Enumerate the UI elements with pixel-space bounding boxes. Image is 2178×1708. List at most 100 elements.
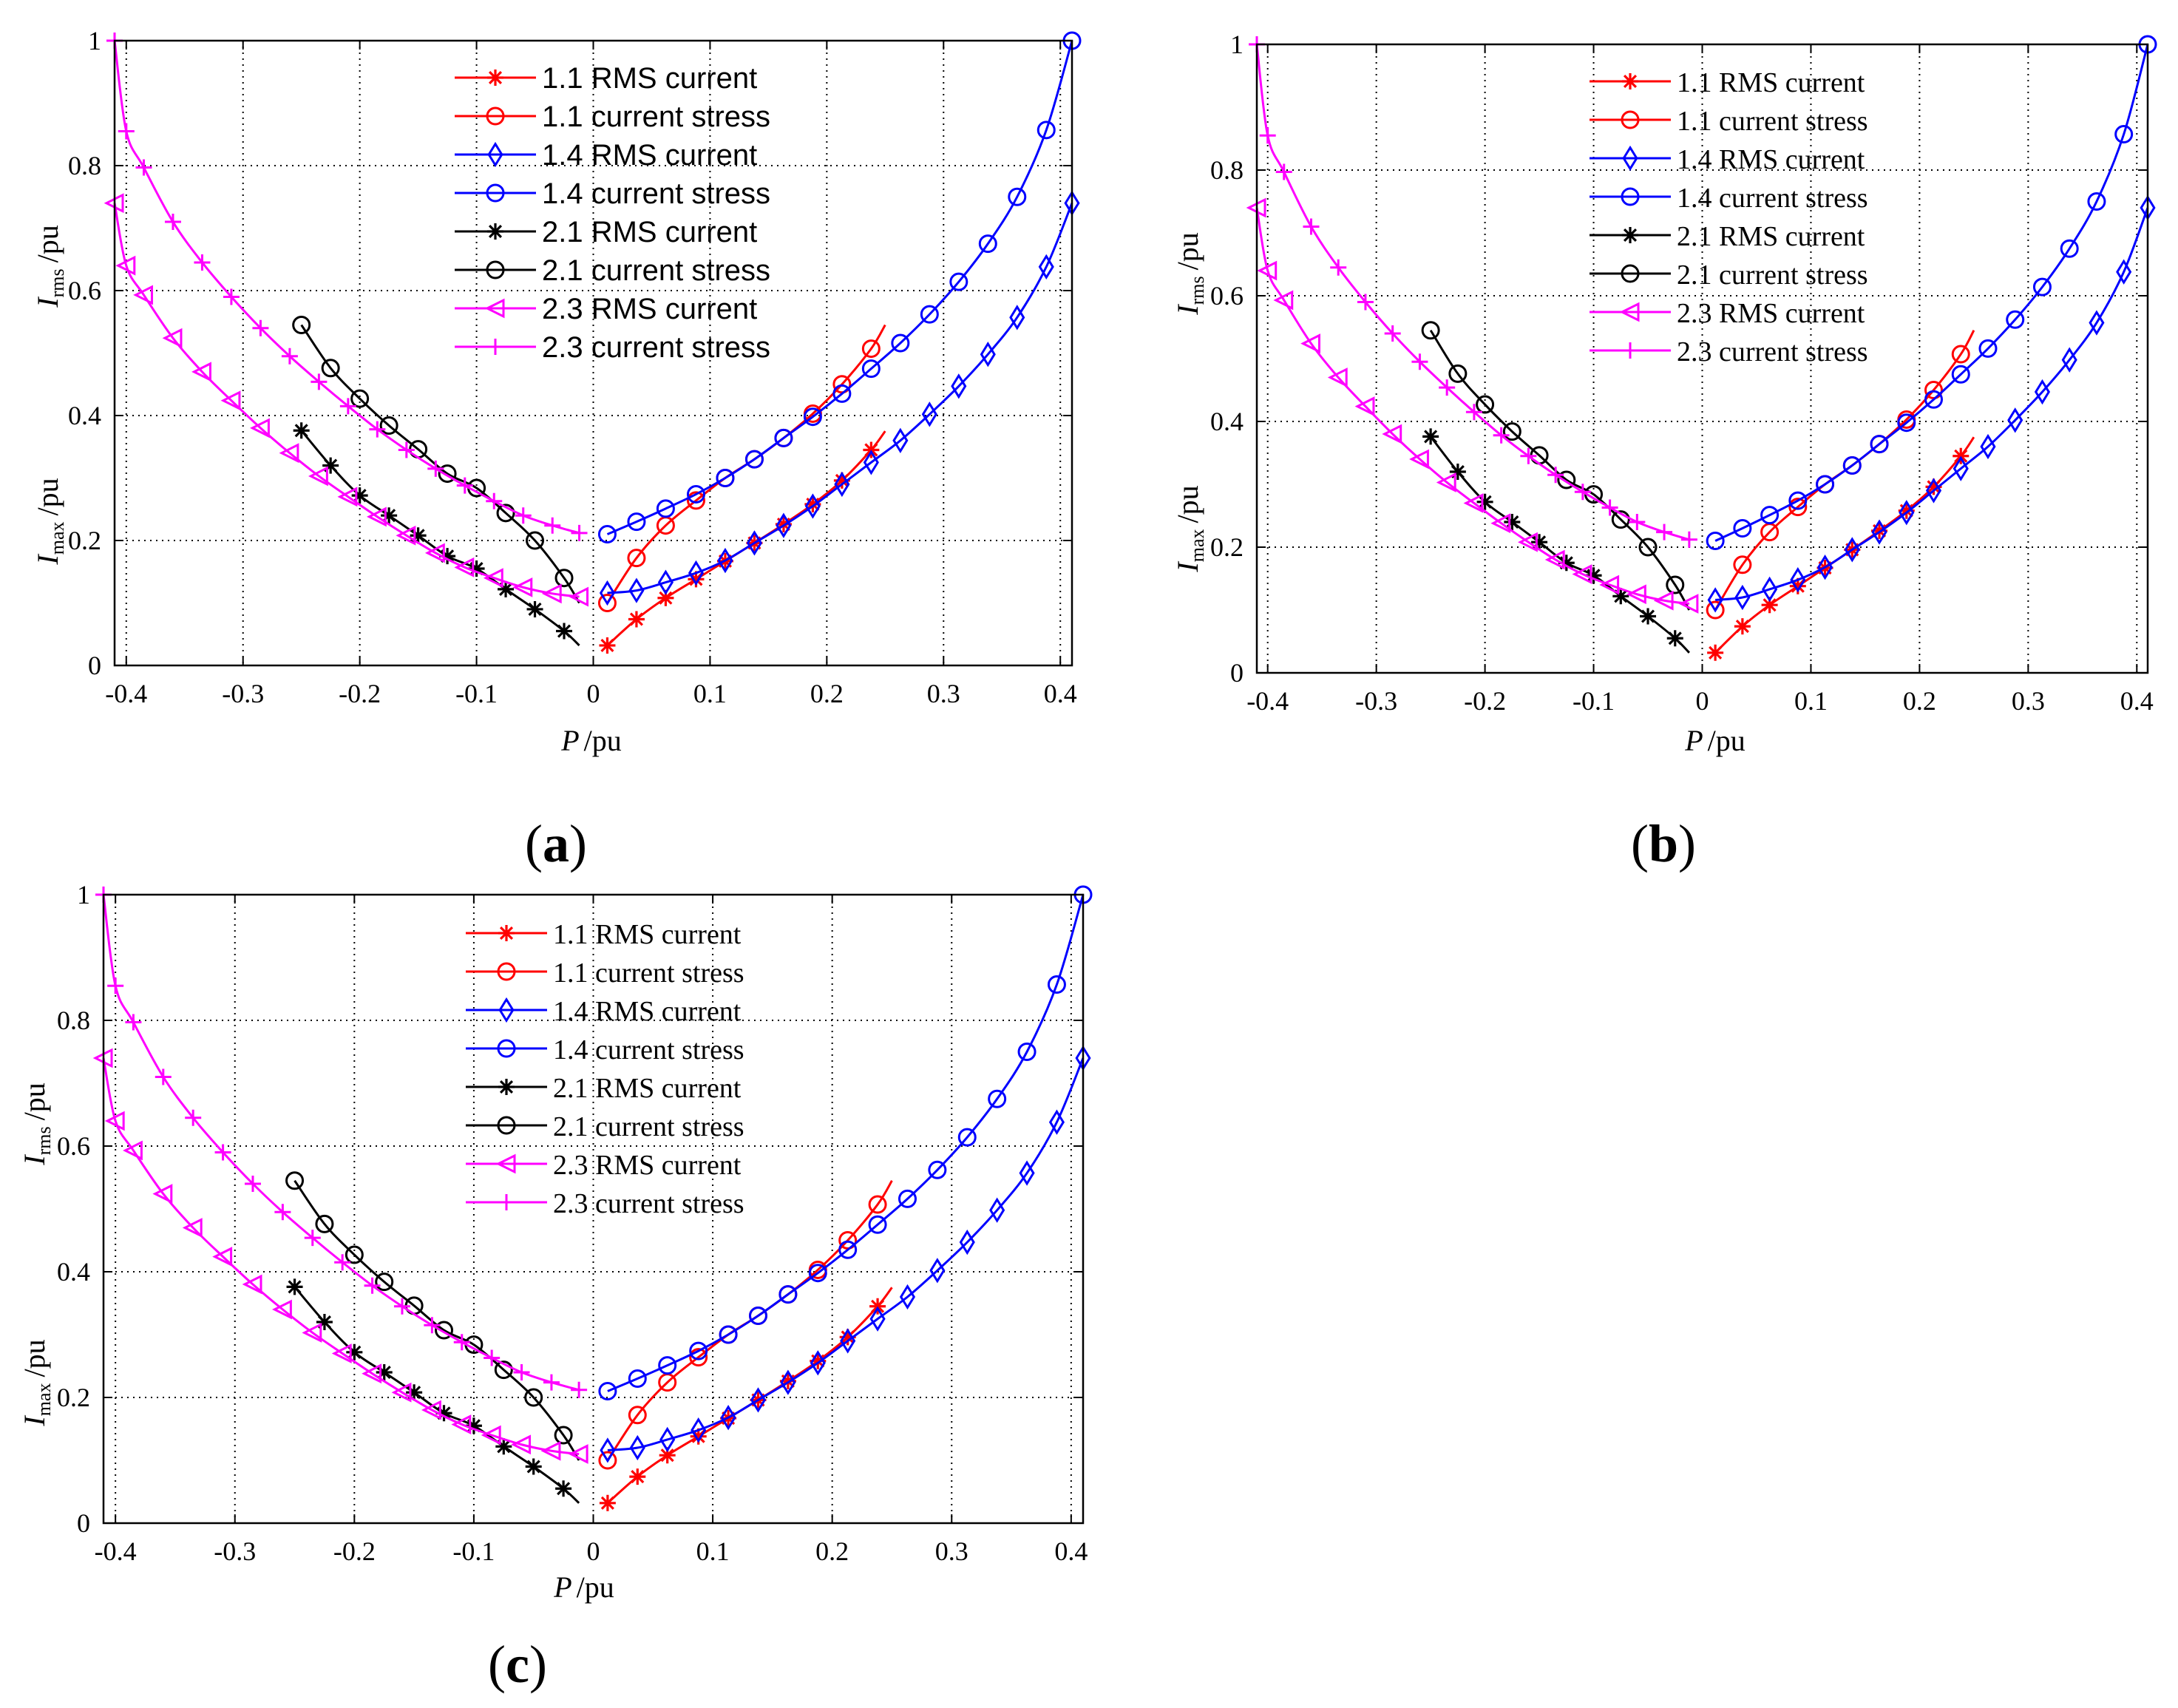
panel-label-open: ( — [1631, 814, 1649, 873]
legend-label: 2.3 current stress — [553, 1188, 744, 1219]
panel-label-close: ) — [1678, 814, 1696, 873]
data-point — [424, 543, 445, 563]
series-2-1-current-stress — [285, 1171, 580, 1461]
series-1-4-rms-current — [1707, 194, 2156, 613]
data-point — [1448, 364, 1468, 383]
data-point — [1017, 1043, 1037, 1061]
data-point — [1733, 555, 1752, 575]
legend-label: 2.3 RMS current — [542, 293, 757, 325]
data-point — [1733, 519, 1752, 538]
data-point — [513, 1364, 530, 1380]
y-axis-title-rms: Irms/pu — [1171, 232, 1208, 315]
data-point — [988, 1089, 1007, 1108]
legend-label: 1.1 current stress — [542, 101, 770, 133]
y-tick-label: 0 — [1230, 658, 1244, 688]
data-point — [364, 1277, 381, 1294]
data-point — [1303, 218, 1320, 235]
data-point — [1953, 455, 1969, 481]
data-point — [526, 531, 545, 550]
panel-label: (c) — [488, 1635, 547, 1694]
data-point — [495, 1438, 512, 1455]
data-point — [957, 1128, 977, 1147]
data-point — [308, 466, 328, 487]
x-tick-label: -0.1 — [1573, 686, 1615, 716]
data-point — [1707, 644, 1724, 661]
data-point — [1009, 305, 1025, 331]
data-point — [191, 362, 211, 382]
data-point — [554, 1426, 573, 1445]
data-point — [629, 1434, 645, 1461]
y-axis-title-max-unit: /pu — [18, 1339, 51, 1377]
x-tick-label: 0.3 — [2012, 686, 2045, 716]
data-point — [657, 589, 674, 606]
legend-label: 2.3 RMS current — [1677, 298, 1865, 329]
data-point — [427, 460, 444, 477]
y-tick-label: 0.2 — [1210, 532, 1244, 562]
x-tick-label: 0.4 — [1054, 1536, 1088, 1566]
data-point — [285, 1171, 305, 1190]
legend-marker — [498, 1079, 515, 1095]
data-point — [717, 547, 733, 574]
data-point — [686, 491, 705, 510]
y-axis-title-max: Imax/pu — [18, 1339, 55, 1426]
data-point — [242, 1274, 262, 1295]
data-point — [2089, 310, 2105, 336]
x-tick-label: 0.4 — [2120, 686, 2154, 716]
data-point — [220, 390, 241, 411]
ticks: -0.4 -0.3 -0.2 -0.1 0 0.1 0.2 0.3 0.4 0 0.2 0.4 0.6 0… — [68, 26, 1077, 708]
legend-marker — [497, 962, 516, 981]
data-point — [115, 255, 136, 276]
data-point — [315, 1214, 334, 1233]
data-point — [1897, 413, 1916, 433]
data-point — [223, 288, 240, 305]
data-point — [599, 580, 616, 606]
legend-label: 2.1 RMS current — [1677, 221, 1865, 252]
data-point — [498, 580, 515, 597]
data-point — [451, 1414, 472, 1434]
series-line — [607, 894, 1085, 1392]
data-point — [1925, 478, 1942, 504]
data-point — [1502, 422, 1521, 441]
y-axis-title-max-sub: max — [1187, 529, 1208, 563]
x-axis-title: P/pu — [1684, 724, 1746, 757]
data-point — [1357, 294, 1374, 311]
data-point — [525, 1458, 542, 1475]
data-point — [118, 123, 135, 140]
data-point — [803, 407, 822, 427]
legend-label: 1.1 RMS current — [1677, 67, 1865, 98]
data-point — [334, 1254, 351, 1271]
x-axis-title-var: P — [553, 1570, 571, 1604]
data-point — [597, 525, 617, 544]
legend-marker — [1622, 73, 1638, 89]
data-point — [1871, 519, 1887, 545]
y-tick-label: 0.4 — [1210, 407, 1244, 436]
data-point — [689, 1348, 708, 1367]
data-point — [302, 1323, 322, 1343]
data-point — [688, 560, 705, 586]
data-point — [920, 305, 939, 324]
panel-label: (a) — [525, 814, 587, 873]
data-point — [746, 530, 763, 556]
data-point — [1354, 396, 1375, 417]
x-tick-label: 0.2 — [815, 1536, 849, 1566]
data-point — [1898, 502, 1915, 519]
data-point — [272, 1299, 292, 1320]
data-point — [1439, 379, 1456, 396]
data-point — [1734, 618, 1751, 635]
panel-label-close: ) — [529, 1635, 547, 1694]
data-point — [369, 421, 386, 438]
x-tick-label: -0.4 — [105, 679, 147, 708]
panel-label: (b) — [1631, 814, 1696, 873]
data-point — [1275, 163, 1292, 180]
x-tick-label: 0 — [1696, 686, 1709, 716]
data-point — [274, 1204, 291, 1221]
data-point — [928, 1160, 947, 1179]
data-point — [524, 1388, 543, 1407]
data-point — [346, 1343, 363, 1360]
legend-marker — [1621, 187, 1640, 206]
data-point — [123, 1140, 143, 1161]
y-axis-title-rms-var: I — [31, 296, 64, 308]
legend-marker — [1619, 302, 1640, 322]
data-point — [598, 1451, 617, 1470]
